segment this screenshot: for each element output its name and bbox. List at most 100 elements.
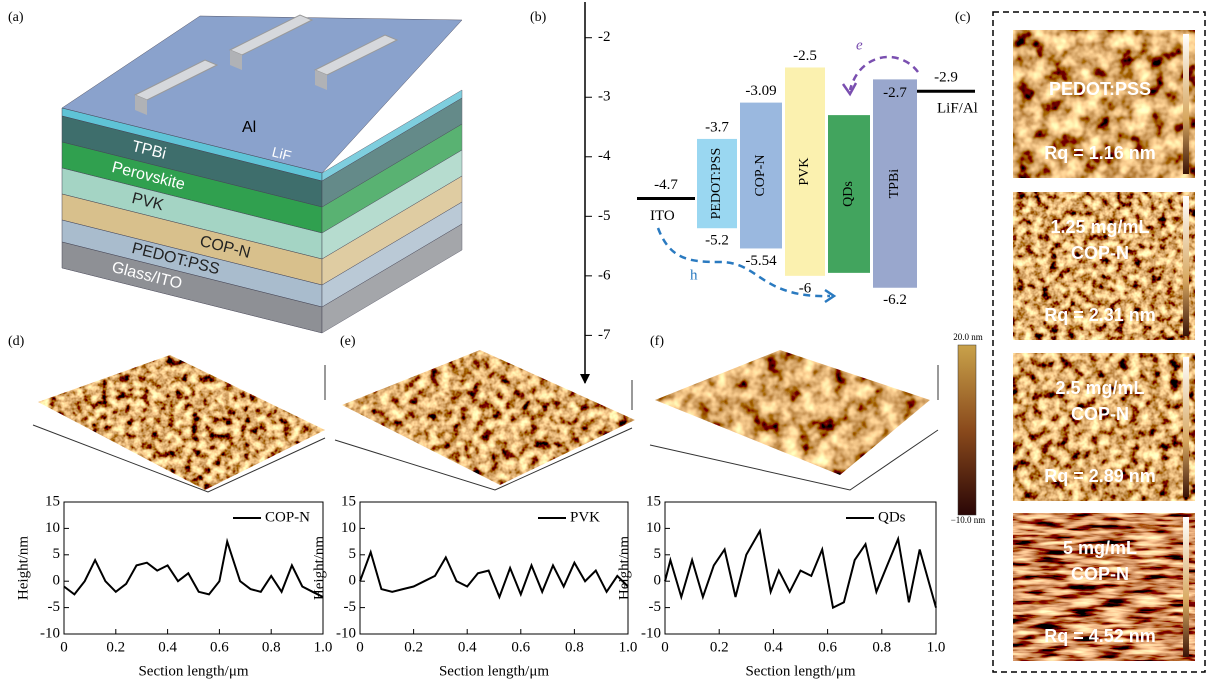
y-tick-label: -7 [598,327,611,343]
afm-caption: COP-N [1071,243,1129,263]
series-line [360,552,628,597]
x-tick-label: 0.6 [818,639,837,655]
level-label: -3.7 [705,119,729,135]
panel-label: (b) [530,10,547,25]
x-tick-label: 1.0 [927,639,946,655]
y-axis-label: Height/nm [15,536,31,600]
level-label: -5.54 [745,253,777,269]
carrier-label: h [690,267,698,283]
panel-label: (c) [955,10,971,25]
energy-diagram: e h -2-3-4-5-6-7PEDOT:PSS-3.7-5.2COP-N-3… [580,2,978,384]
bar-label: COP-N [753,155,768,197]
bar-label: PEDOT:PSS [709,148,724,220]
afm-caption: Rq = 2.31 nm [1044,305,1156,325]
x-tick-label: 0.8 [262,639,281,655]
y-tick-label: 10 [341,520,356,536]
y-tick-label: 10 [646,520,661,536]
carrier-label: e [856,37,863,53]
y-tick-label: 15 [45,493,60,509]
bar-label: TPBi [887,169,902,199]
x-tick-label: 0.4 [158,639,177,655]
x-tick-label: 0 [60,639,68,655]
series-line [64,542,323,597]
device-stack: AlLiFTPBiPerovskitePVKCOP-NPEDOT:PSSGlas… [62,15,462,333]
afm-caption: 1.25 mg/mL [1050,217,1149,237]
afm-images: PEDOT:PSS Rq = 1.16 nm 1.25 mg/mL COP-N Rq =… [1013,30,1195,661]
afm-scale [1183,34,1189,174]
x-tick-label: 0.4 [458,639,477,655]
y-tick-label: 15 [341,493,356,509]
panel-label: (e) [340,334,356,349]
afm-scale [1183,517,1189,657]
x-axis-label: Section length/μm [745,663,855,679]
panel-label: (a) [8,10,24,25]
surface [342,350,635,485]
bar-label: PVK [797,158,812,186]
afm-scale [1183,196,1189,336]
x-tick-label: 1.0 [619,639,638,655]
surface-3d [33,350,938,492]
level-label: -6.2 [883,292,907,308]
level-label: -6 [799,280,812,296]
y-tick-label: -4 [598,148,611,164]
surface [655,350,930,475]
afm-caption: COP-N [1071,404,1129,424]
x-tick-label: 0.6 [511,639,530,655]
level-label: -2.9 [934,70,958,86]
y-tick-label: -5 [344,599,357,615]
colorbar-min: −10.0 nm [951,515,986,525]
level-label: -2.5 [793,48,817,64]
y-tick-label: 5 [53,546,61,562]
legend-label: COP-N [265,509,310,525]
y-tick-label: -5 [48,599,61,615]
level-label: -5.2 [705,233,729,249]
axis-arrow [580,374,590,384]
y-tick-label: 15 [646,493,661,509]
y-axis-label: Height/nm [616,536,632,600]
y-tick-label: 0 [654,573,662,589]
colorbar [958,345,976,515]
x-tick-label: 1.0 [314,639,333,655]
afm-caption: 2.5 mg/mL [1055,378,1144,398]
y-tick-label: -5 [598,208,611,224]
x-tick-label: 0 [661,639,669,655]
x-axis-label: Section length/μm [439,663,549,679]
y-tick-label: 0 [53,573,61,589]
y-tick-label: -5 [649,599,662,615]
afm-caption: 5 mg/mL [1063,538,1137,558]
level-label: -2.7 [883,85,907,101]
y-tick-label: 10 [45,520,60,536]
x-tick-label: 0.8 [872,639,891,655]
afm-caption: Rq = 1.16 nm [1044,143,1156,163]
legend-label: QDs [878,509,906,525]
colorbar-max: 20.0 nm [953,332,983,342]
y-tick-label: -3 [598,89,611,105]
y-tick-label: 5 [349,546,357,562]
afm-caption: PEDOT:PSS [1049,79,1151,99]
y-tick-label: 0 [349,573,357,589]
afm-caption: Rq = 4.52 nm [1044,626,1156,646]
panel-label: (d) [8,334,25,349]
figure: AlLiFTPBiPerovskitePVKCOP-NPEDOT:PSSGlas… [0,0,1210,684]
x-tick-label: 0.8 [565,639,584,655]
y-tick-label: -2 [598,29,611,45]
bar-label: QDs [841,181,856,207]
x-tick-label: 0.4 [764,639,783,655]
afm-caption: COP-N [1071,564,1129,584]
x-axis-label: Section length/μm [138,663,248,679]
y-tick-label: -10 [336,625,356,641]
surface [38,355,325,490]
y-tick-label: -10 [641,625,661,641]
x-tick-label: 0.6 [210,639,229,655]
afm-caption: Rq = 2.89 nm [1044,466,1156,486]
y-axis-label: Height/nm [311,536,327,600]
x-tick-label: 0.2 [710,639,729,655]
afm-scale [1183,357,1189,497]
panel-label: (f) [650,334,664,349]
series-line [665,531,936,608]
x-tick-label: 0 [356,639,364,655]
y-tick-label: -10 [40,625,60,641]
electrode-label: Al [242,119,256,136]
level-label: -4.7 [654,177,678,193]
y-tick-label: 5 [654,546,662,562]
